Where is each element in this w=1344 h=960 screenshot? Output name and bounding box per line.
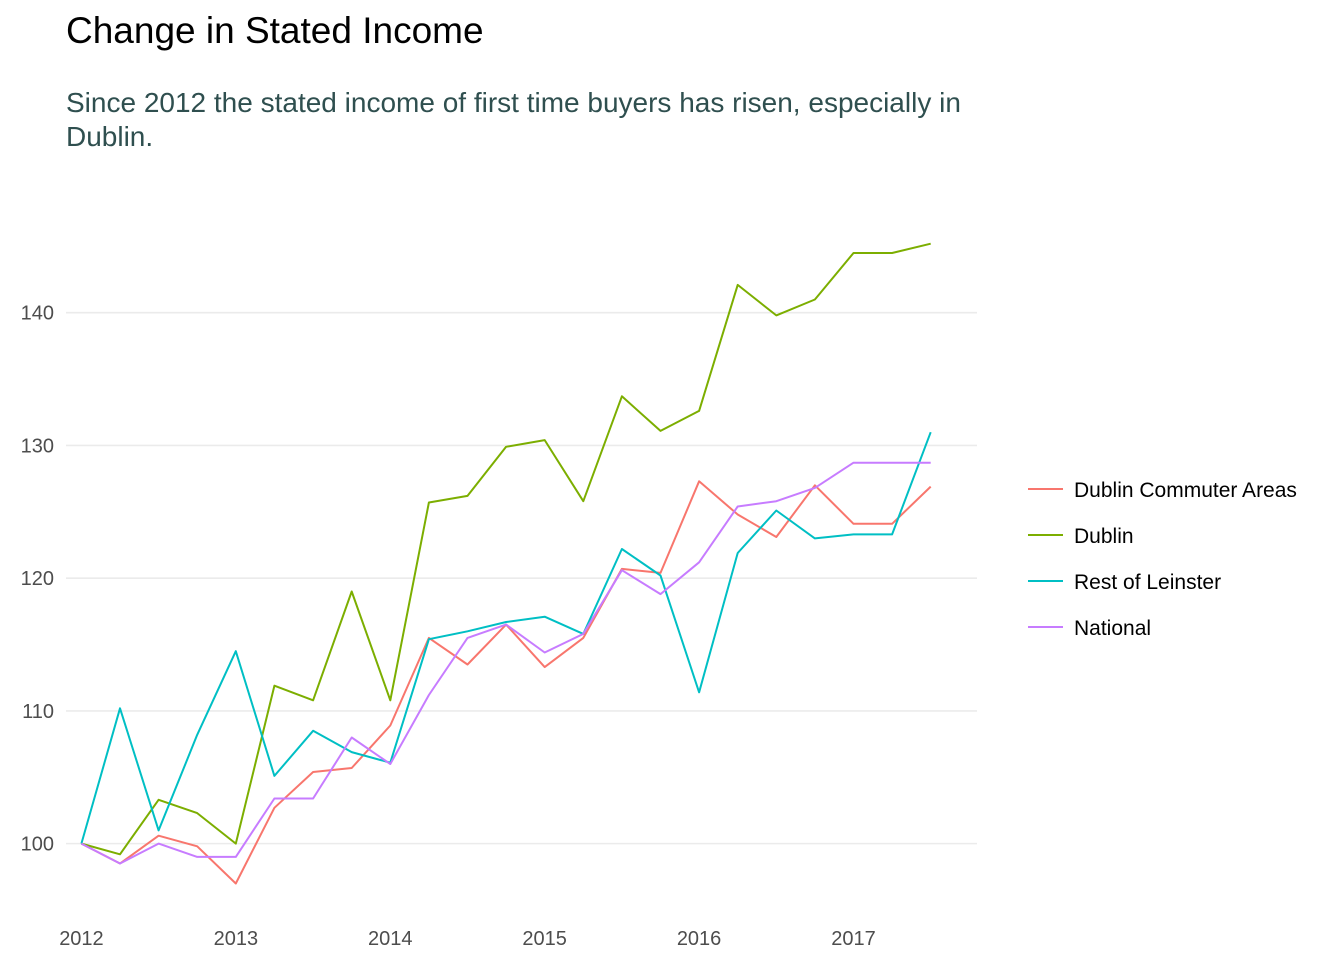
legend-label-dublin-commuter-areas: Dublin Commuter Areas bbox=[1074, 479, 1297, 502]
chart-title: Change in Stated Income bbox=[66, 10, 484, 51]
series-lines bbox=[80, 242, 932, 885]
legend-label-national: National bbox=[1074, 617, 1151, 640]
legend: Dublin Commuter Areas Dublin Rest of Leins… bbox=[1028, 479, 1297, 640]
x-tick-label: 2016 bbox=[677, 928, 722, 950]
x-tick-label: 2015 bbox=[522, 928, 567, 950]
series-line-national bbox=[80, 461, 931, 865]
y-axis-ticks: 100 110 120 130 140 bbox=[21, 303, 54, 856]
legend-label-rest-of-leinster: Rest of Leinster bbox=[1074, 571, 1221, 594]
x-axis-ticks: 2012 2013 2014 2015 2016 2017 bbox=[59, 928, 876, 950]
gridlines bbox=[66, 311, 977, 845]
chart-subtitle: Since 2012 the stated income of first ti… bbox=[66, 87, 961, 152]
y-tick-label: 110 bbox=[22, 701, 54, 723]
series-line-dublin bbox=[81, 242, 931, 856]
legend-label-dublin: Dublin bbox=[1074, 525, 1134, 548]
series-line-rest-of-leinster bbox=[80, 431, 932, 844]
y-tick-label: 130 bbox=[21, 435, 54, 457]
x-tick-label: 2017 bbox=[831, 928, 876, 950]
x-tick-label: 2012 bbox=[59, 928, 104, 950]
x-tick-label: 2014 bbox=[368, 928, 413, 950]
y-tick-label: 100 bbox=[21, 834, 54, 856]
y-tick-label: 120 bbox=[21, 568, 54, 590]
x-tick-label: 2013 bbox=[214, 928, 259, 950]
y-tick-label: 140 bbox=[21, 303, 54, 325]
